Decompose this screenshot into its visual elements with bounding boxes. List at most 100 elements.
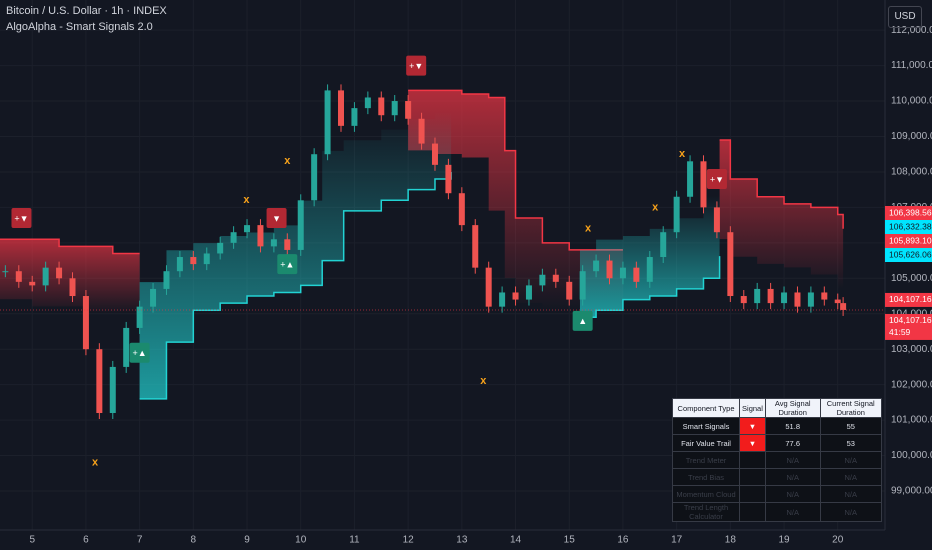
price-axis (885, 0, 932, 550)
signal-box (706, 169, 727, 190)
x-tick-label: 8 (191, 535, 197, 546)
candle (431, 143, 438, 165)
table-row: Smart Signals ▼ 51.8 55 (671, 417, 882, 435)
header-cell: Signal (739, 398, 766, 418)
candle (593, 260, 600, 272)
table-cell: N/A (819, 451, 882, 469)
trail-line (719, 139, 844, 229)
y-tick-label: 103,000.00 (891, 344, 932, 355)
table-cell: Trend Meter (671, 451, 741, 469)
candle (512, 292, 519, 300)
candle (163, 271, 170, 289)
table-cell (739, 485, 766, 503)
signal-box (11, 208, 32, 229)
x-tick-label: 18 (725, 535, 737, 546)
trail-band (719, 140, 844, 289)
header-cell: Current Signal Duration (819, 398, 882, 418)
x-tick-label: 11 (349, 535, 360, 546)
x-tick-label: 16 (617, 535, 629, 546)
candle (646, 257, 653, 282)
signal-box (129, 342, 150, 363)
y-tick-label: 109,000.00 (891, 131, 932, 142)
signal-label: +▼ (710, 174, 724, 184)
cross-marker: x (284, 155, 291, 167)
price-tag-label: 104,107.16 (889, 294, 932, 304)
candle (190, 257, 197, 265)
candle (109, 366, 116, 414)
header-cell: Avg Signal Duration (764, 398, 821, 418)
candle (807, 292, 814, 307)
table-cell: ▼ (739, 434, 766, 452)
y-tick-label: 105,000.00 (891, 273, 932, 284)
price-tag (885, 248, 932, 262)
candle (257, 225, 264, 247)
candle (445, 164, 452, 194)
x-tick-label: 6 (83, 535, 89, 546)
currency-button[interactable]: USD (888, 6, 922, 28)
candle (485, 267, 492, 307)
trail-line (139, 171, 452, 400)
price-tag (885, 206, 932, 220)
candle (840, 303, 847, 310)
candle (391, 101, 398, 116)
candle (619, 267, 626, 279)
candle (713, 207, 720, 233)
signal-box (277, 254, 298, 275)
candle (740, 296, 747, 304)
signal-label: +▼ (409, 61, 423, 71)
table-cell: Fair Value Trail (671, 434, 741, 452)
y-tick-label: 110,000.00 (891, 96, 932, 107)
table-cell: N/A (764, 502, 821, 522)
table-cell (739, 451, 766, 469)
candle (378, 97, 385, 116)
candle (338, 90, 345, 126)
y-tick-label: 101,000.00 (891, 415, 932, 426)
candle (29, 281, 36, 286)
trail-line (0, 238, 140, 255)
cross-marker: x (652, 201, 659, 213)
signal-box (406, 55, 427, 76)
x-tick-label: 9 (244, 535, 250, 546)
y-tick-label: 108,000.00 (891, 167, 932, 178)
candle (203, 253, 210, 265)
candle (794, 292, 801, 307)
header-cell: Component Type (671, 398, 741, 418)
candle (566, 281, 573, 300)
price-tag-label: 106,398.56 (889, 207, 932, 217)
table-cell: N/A (819, 502, 882, 522)
table-cell: N/A (819, 468, 882, 486)
signal-box (572, 310, 593, 331)
candle (552, 274, 559, 282)
table-row: Fair Value Trail ▼ 77.6 53 (671, 434, 882, 452)
candle (270, 239, 277, 247)
table-header: Component Type Signal Avg Signal Duration C… (671, 398, 882, 418)
candle (834, 299, 841, 304)
candle (472, 225, 479, 268)
price-tag (885, 234, 932, 248)
x-tick-label: 17 (671, 535, 683, 546)
cross-marker: x (480, 375, 487, 387)
x-tick-label: 14 (510, 535, 522, 546)
candle (821, 292, 828, 300)
y-tick-label: 102,000.00 (891, 379, 932, 390)
candle (42, 267, 49, 286)
signal-label: +▼ (14, 213, 28, 223)
summary-table: Component Type Signal Avg Signal Duration C… (671, 398, 882, 522)
candle (56, 267, 63, 279)
signal-label: +▲ (133, 348, 147, 358)
candle (660, 232, 667, 258)
cross-marker: x (585, 223, 592, 235)
table-cell: Trend Length Calculator (671, 502, 741, 522)
table-cell: N/A (819, 485, 882, 503)
table-row: Trend Bias N/A N/A (671, 468, 882, 486)
y-tick-label: 104,000.00 (891, 308, 932, 319)
last-price-tag (885, 313, 932, 340)
candle (418, 118, 425, 144)
candle (364, 97, 371, 109)
last-price-label: 104,107.16 (889, 315, 932, 325)
trail-line (408, 89, 623, 251)
candle (687, 161, 694, 197)
candle (297, 200, 304, 250)
x-tick-label: 20 (832, 535, 844, 546)
candle (458, 193, 465, 226)
